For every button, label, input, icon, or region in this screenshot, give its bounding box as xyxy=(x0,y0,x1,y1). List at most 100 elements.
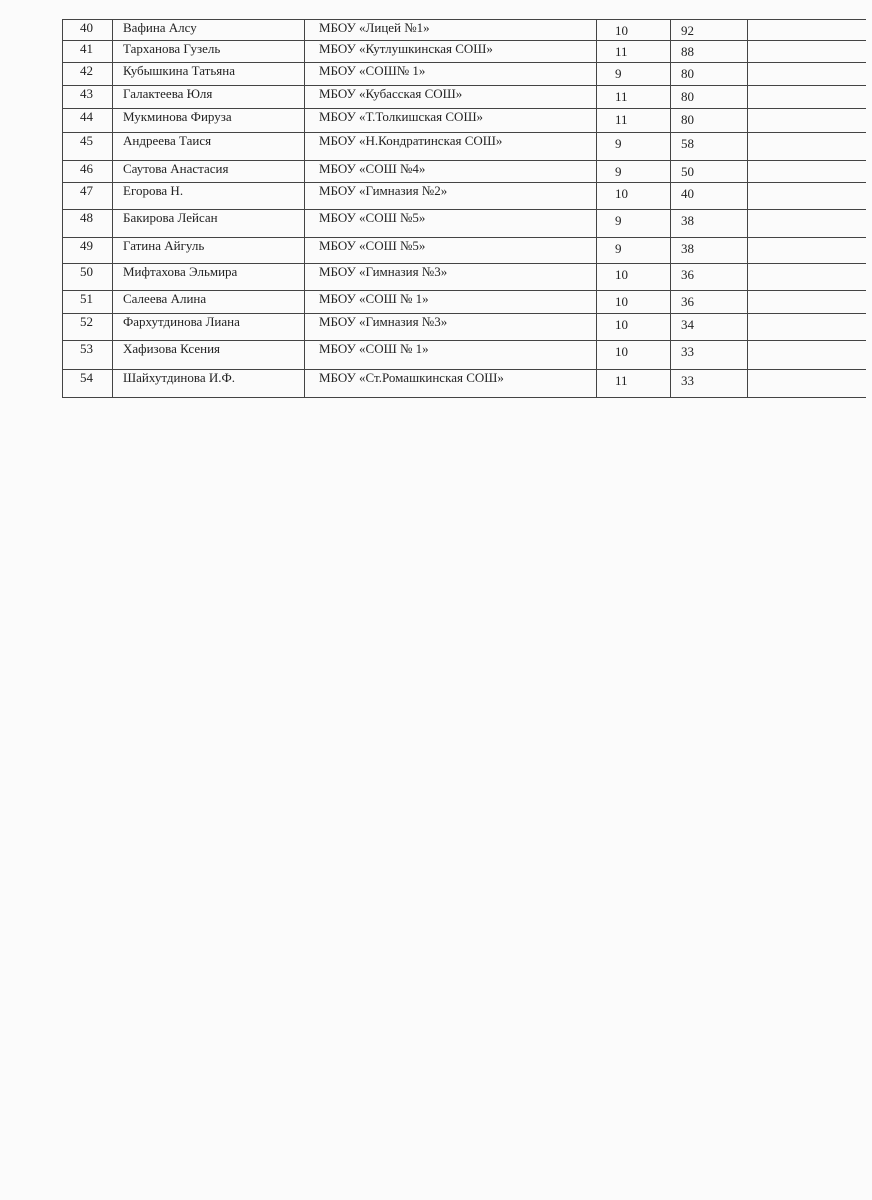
table-row: 46 Саутова Анастасия МБОУ «СОШ №4» 9 50 xyxy=(62,160,866,183)
cell-grade: 11 xyxy=(596,40,671,63)
cell-empty xyxy=(747,85,866,109)
cell-empty xyxy=(747,132,866,161)
cell-empty xyxy=(747,263,866,291)
cell-school: МБОУ «СОШ № 1» xyxy=(304,340,597,370)
cell-score: 80 xyxy=(670,62,748,86)
cell-score: 36 xyxy=(670,263,748,291)
cell-school: МБОУ «Ст.Ромашкинская СОШ» xyxy=(304,369,597,398)
table-row: 44 Мукминова Фируза МБОУ «Т.Толкишская СОШ… xyxy=(62,108,866,133)
cell-name: Шайхутдинова И.Ф. xyxy=(112,369,305,398)
table-row: 41 Тарханова Гузель МБОУ «Кутлушкинская СО… xyxy=(62,40,866,63)
cell-grade: 9 xyxy=(596,209,671,238)
cell-num: 53 xyxy=(62,340,113,370)
table-row: 45 Андреева Таися МБОУ «Н.Кондратинская СО… xyxy=(62,132,866,161)
table-row: 53 Хафизова Ксения МБОУ «СОШ № 1» 10 33 xyxy=(62,340,866,370)
cell-name: Мифтахова Эльмира xyxy=(112,263,305,291)
cell-empty xyxy=(747,237,866,264)
cell-grade: 11 xyxy=(596,85,671,109)
cell-num: 47 xyxy=(62,182,113,210)
cell-school: МБОУ «СОШ №5» xyxy=(304,237,597,264)
cell-name: Мукминова Фируза xyxy=(112,108,305,133)
cell-score: 50 xyxy=(670,160,748,183)
cell-grade: 10 xyxy=(596,19,671,41)
cell-school: МБОУ «СОШ№ 1» xyxy=(304,62,597,86)
table-row: 47 Егорова Н. МБОУ «Гимназия №2» 10 40 xyxy=(62,182,866,210)
cell-score: 34 xyxy=(670,313,748,341)
cell-num: 49 xyxy=(62,237,113,264)
cell-empty xyxy=(747,369,866,398)
cell-name: Кубышкина Татьяна xyxy=(112,62,305,86)
cell-school: МБОУ «Лицей №1» xyxy=(304,19,597,41)
cell-score: 88 xyxy=(670,40,748,63)
cell-school: МБОУ «Н.Кондратинская СОШ» xyxy=(304,132,597,161)
cell-grade: 9 xyxy=(596,62,671,86)
cell-grade: 9 xyxy=(596,132,671,161)
cell-num: 42 xyxy=(62,62,113,86)
cell-school: МБОУ «Кубасская СОШ» xyxy=(304,85,597,109)
cell-empty xyxy=(747,340,866,370)
table-row: 42 Кубышкина Татьяна МБОУ «СОШ№ 1» 9 80 xyxy=(62,62,866,86)
cell-grade: 10 xyxy=(596,313,671,341)
cell-grade: 10 xyxy=(596,340,671,370)
cell-score: 58 xyxy=(670,132,748,161)
cell-grade: 10 xyxy=(596,290,671,314)
cell-empty xyxy=(747,160,866,183)
table-row: 51 Салеева Алина МБОУ «СОШ № 1» 10 36 xyxy=(62,290,866,314)
cell-grade: 11 xyxy=(596,369,671,398)
cell-score: 80 xyxy=(670,108,748,133)
table-row: 48 Бакирова Лейсан МБОУ «СОШ №5» 9 38 xyxy=(62,209,866,238)
cell-score: 92 xyxy=(670,19,748,41)
results-table: 40 Вафина Алсу МБОУ «Лицей №1» 10 92 41 Тархан… xyxy=(62,19,866,398)
cell-empty xyxy=(747,290,866,314)
cell-score: 40 xyxy=(670,182,748,210)
cell-num: 48 xyxy=(62,209,113,238)
cell-score: 33 xyxy=(670,340,748,370)
table-row: 54 Шайхутдинова И.Ф. МБОУ «Ст.Ромашкинская… xyxy=(62,369,866,398)
table-row: 43 Галактеева Юля МБОУ «Кубасская СОШ» 11 80 xyxy=(62,85,866,109)
cell-school: МБОУ «Кутлушкинская СОШ» xyxy=(304,40,597,63)
cell-num: 44 xyxy=(62,108,113,133)
cell-empty xyxy=(747,182,866,210)
table-row: 49 Гатина Айгуль МБОУ «СОШ №5» 9 38 xyxy=(62,237,866,264)
cell-school: МБОУ «Гимназия №3» xyxy=(304,263,597,291)
cell-school: МБОУ «Т.Толкишская СОШ» xyxy=(304,108,597,133)
cell-num: 50 xyxy=(62,263,113,291)
cell-grade: 10 xyxy=(596,263,671,291)
cell-school: МБОУ «СОШ № 1» xyxy=(304,290,597,314)
cell-name: Гатина Айгуль xyxy=(112,237,305,264)
table-row: 40 Вафина Алсу МБОУ «Лицей №1» 10 92 xyxy=(62,19,866,41)
cell-empty xyxy=(747,313,866,341)
cell-grade: 10 xyxy=(596,182,671,210)
cell-num: 41 xyxy=(62,40,113,63)
cell-empty xyxy=(747,108,866,133)
cell-name: Бакирова Лейсан xyxy=(112,209,305,238)
cell-empty xyxy=(747,19,866,41)
cell-name: Вафина Алсу xyxy=(112,19,305,41)
cell-num: 52 xyxy=(62,313,113,341)
cell-num: 43 xyxy=(62,85,113,109)
cell-school: МБОУ «СОШ №4» xyxy=(304,160,597,183)
cell-name: Андреева Таися xyxy=(112,132,305,161)
cell-name: Салеева Алина xyxy=(112,290,305,314)
cell-grade: 11 xyxy=(596,108,671,133)
cell-empty xyxy=(747,40,866,63)
cell-name: Саутова Анастасия xyxy=(112,160,305,183)
cell-empty xyxy=(747,62,866,86)
cell-name: Хафизова Ксения xyxy=(112,340,305,370)
cell-school: МБОУ «Гимназия №3» xyxy=(304,313,597,341)
cell-num: 40 xyxy=(62,19,113,41)
cell-school: МБОУ «СОШ №5» xyxy=(304,209,597,238)
table-row: 52 Фархутдинова Лиана МБОУ «Гимназия №3» 10… xyxy=(62,313,866,341)
cell-score: 36 xyxy=(670,290,748,314)
cell-name: Егорова Н. xyxy=(112,182,305,210)
cell-name: Фархутдинова Лиана xyxy=(112,313,305,341)
cell-empty xyxy=(747,209,866,238)
cell-name: Тарханова Гузель xyxy=(112,40,305,63)
cell-score: 80 xyxy=(670,85,748,109)
cell-score: 38 xyxy=(670,237,748,264)
cell-num: 54 xyxy=(62,369,113,398)
cell-num: 45 xyxy=(62,132,113,161)
cell-score: 33 xyxy=(670,369,748,398)
cell-score: 38 xyxy=(670,209,748,238)
cell-name: Галактеева Юля xyxy=(112,85,305,109)
